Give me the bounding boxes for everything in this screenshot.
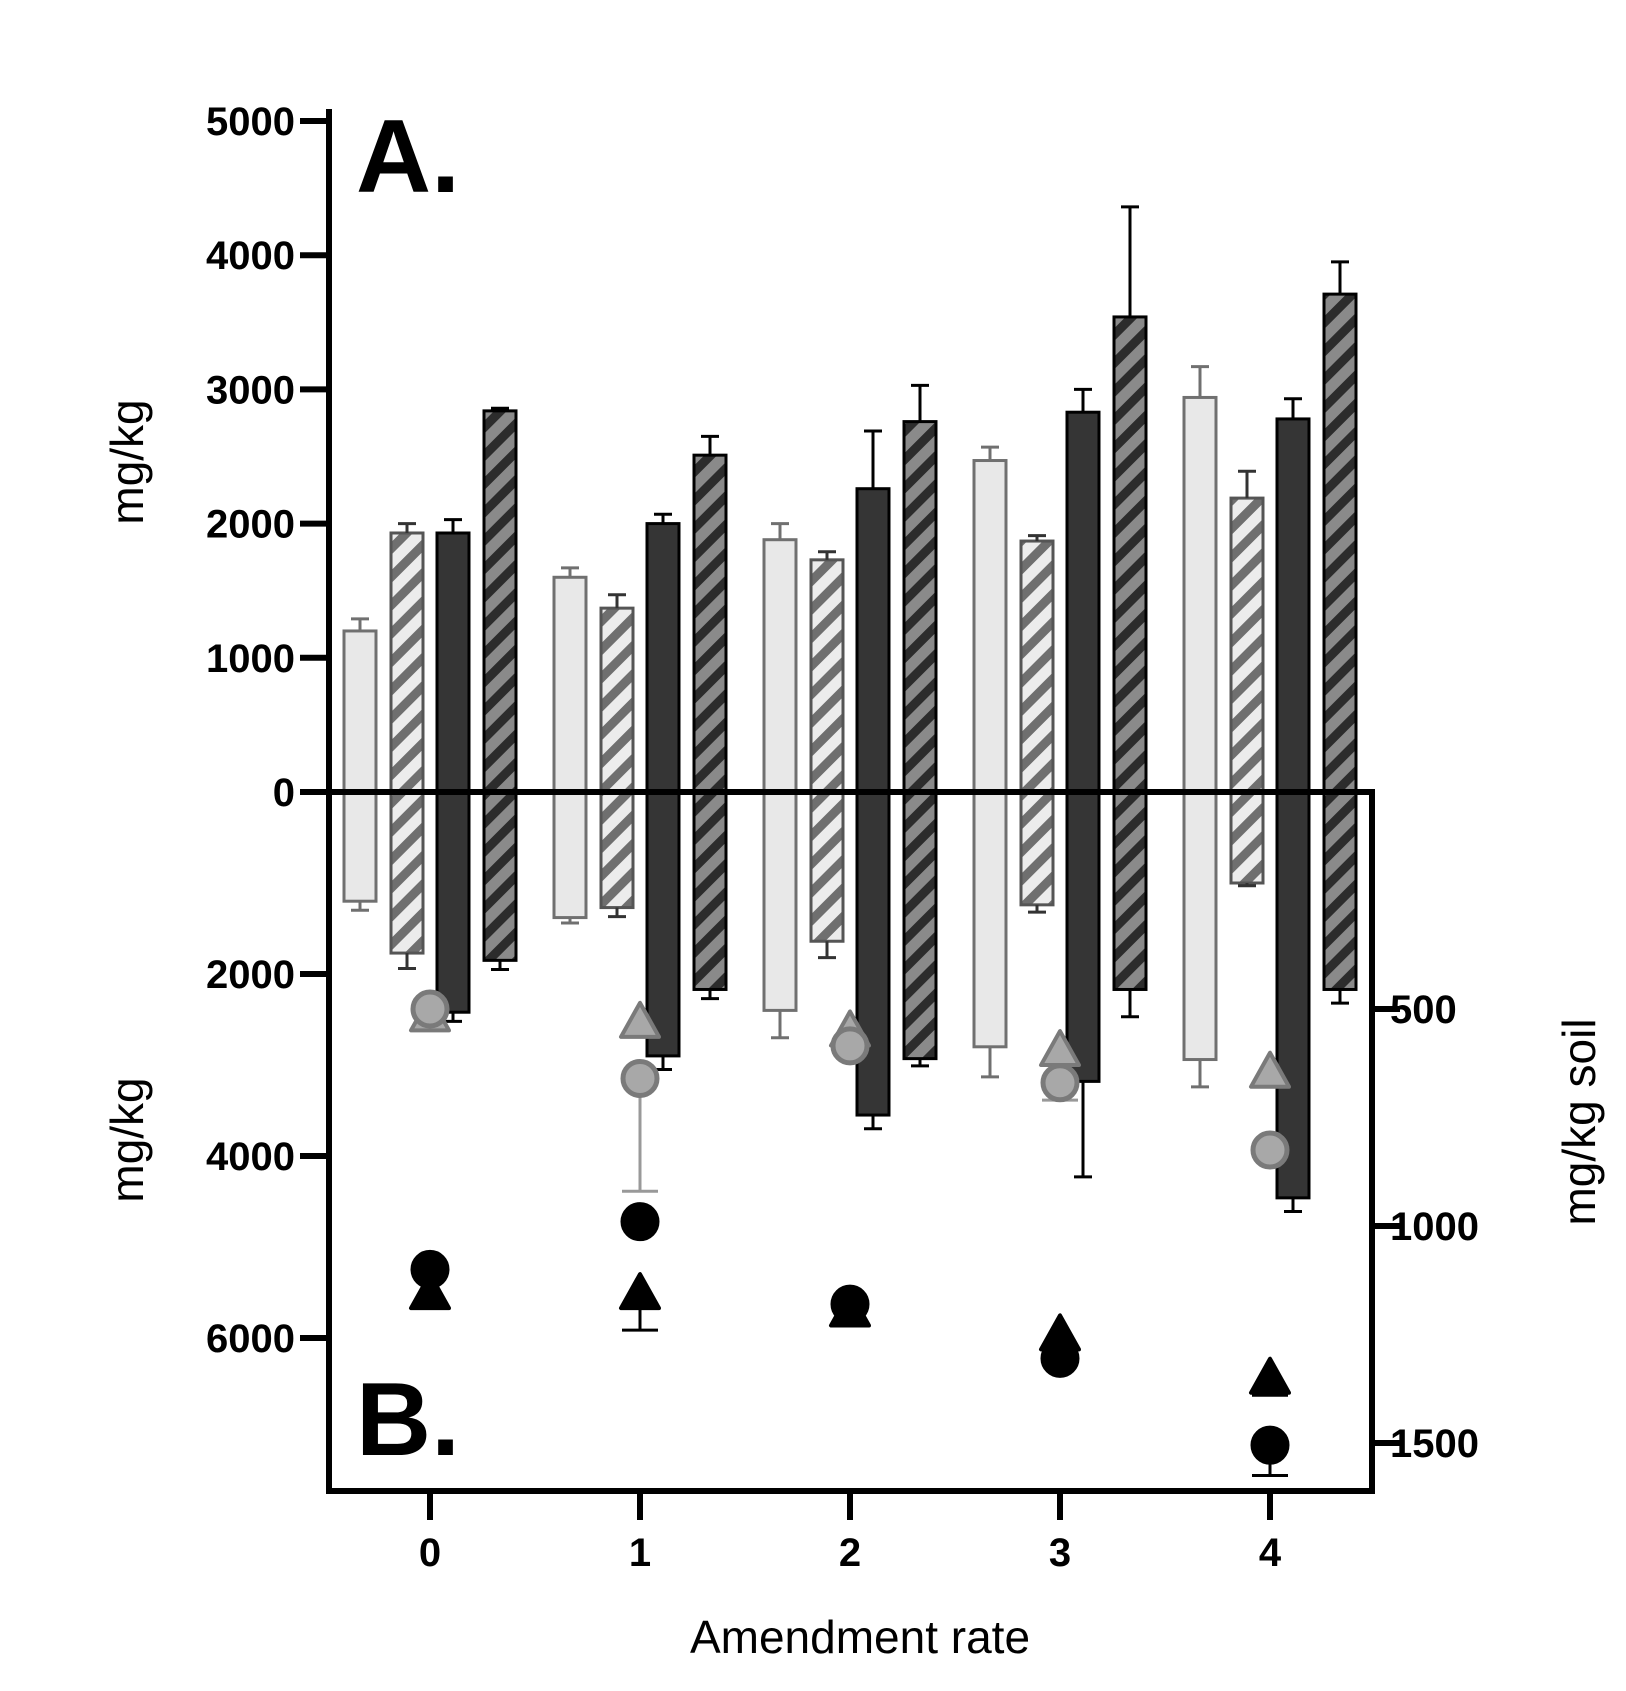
point-black-circle-rate-2 (830, 1284, 870, 1324)
top-bar-series-3-rate-1 (645, 522, 681, 794)
point-black-circle-rate-1 (620, 1202, 660, 1242)
top-bar-series-4-rate-1 (692, 453, 728, 794)
y-tick-label-bottom-4000: 4000 (206, 1135, 295, 1179)
top-bar-series-1-rate-3 (972, 459, 1008, 794)
y-tick-label-top-5000: 5000 (206, 100, 295, 144)
top-bar-series-1-rate-1 (552, 575, 588, 794)
y-tick-label-top-3000: 3000 (206, 368, 295, 412)
x-tick-label-0: 0 (419, 1531, 441, 1575)
bottom-bar-series-2-rate-4 (1229, 790, 1265, 885)
top-bar-series-2-rate-4 (1229, 496, 1265, 794)
bottom-bar-series-3-rate-3 (1065, 790, 1101, 1083)
bottom-bar-series-1-rate-4 (1182, 790, 1218, 1062)
bottom-bar-series-3-rate-4 (1275, 790, 1311, 1200)
ticks-layer: 0 1000 2000 3000 4000 5000 2000 4000 6000 500 1000… (206, 100, 1479, 1575)
panel-label-a: A. (356, 99, 460, 215)
top-bar-series-2-rate-0 (389, 531, 425, 794)
top-bar-series-4-rate-4 (1322, 292, 1358, 794)
y-tick-label-top-2000: 2000 (206, 503, 295, 547)
point-black-triangle-rate-0 (409, 1272, 451, 1311)
x-tick-label-4: 4 (1259, 1531, 1282, 1575)
point-black-circle-rate-3 (1040, 1338, 1080, 1378)
y-tick-label-top-4000: 4000 (206, 234, 295, 278)
top-bar-series-4-rate-0 (482, 409, 518, 794)
bottom-bar-series-4-rate-2 (902, 790, 938, 1061)
y-tick-label-bottom-6000: 6000 (206, 1317, 295, 1361)
point-grey-triangle-rate-1 (619, 1000, 661, 1039)
point-grey-circle-rate-2 (830, 1026, 870, 1066)
bottom-bar-series-2-rate-3 (1019, 790, 1055, 907)
top-bar-series-4-rate-3 (1112, 315, 1148, 794)
top-bar-series-3-rate-0 (435, 531, 471, 794)
top-bar-series-2-rate-3 (1019, 539, 1055, 794)
top-bar-series-4-rate-2 (902, 420, 938, 794)
panel-label-b: B. (356, 1362, 460, 1478)
point-black-circle-rate-4 (1250, 1425, 1290, 1465)
point-grey-circle-rate-1 (620, 1058, 660, 1098)
point-grey-circle-rate-3 (1040, 1063, 1080, 1103)
x-axis-title: Amendment rate (690, 1611, 1030, 1663)
y-tick-label-top-1000: 1000 (206, 637, 295, 681)
x-tick-label-1: 1 (629, 1531, 651, 1575)
y-tick-label-right-500: 500 (1390, 988, 1457, 1032)
bottom-bar-series-1-rate-1 (552, 790, 588, 920)
y-axis-title-bottom: mg/kg (101, 1077, 153, 1202)
point-grey-circle-rate-0 (410, 989, 450, 1029)
point-grey-triangle-rate-4 (1249, 1050, 1291, 1089)
point-black-triangle-rate-1 (619, 1272, 661, 1311)
top-bar-series-1-rate-4 (1182, 395, 1218, 794)
top-bar-series-3-rate-3 (1065, 410, 1101, 794)
bottom-bar-series-4-rate-3 (1112, 790, 1148, 991)
x-tick-label-3: 3 (1049, 1531, 1071, 1575)
y-tick-label-bottom-2000: 2000 (206, 953, 295, 997)
bottom-bar-series-2-rate-1 (599, 790, 635, 910)
top-bar-series-3-rate-2 (855, 487, 891, 794)
bottom-bar-series-3-rate-0 (435, 790, 471, 1014)
bottom-bar-series-2-rate-2 (809, 790, 845, 943)
points-layer (409, 989, 1291, 1478)
x-tick-label-2: 2 (839, 1531, 861, 1575)
top-bar-series-1-rate-2 (762, 538, 798, 794)
bottom-bar-series-1-rate-0 (342, 790, 378, 903)
point-black-triangle-rate-4 (1249, 1356, 1291, 1395)
point-black-circle-rate-0 (410, 1249, 450, 1289)
y-axis-title-top: mg/kg (101, 399, 153, 524)
bottom-bar-series-3-rate-1 (645, 790, 681, 1058)
bottom-bar-series-1-rate-3 (972, 790, 1008, 1049)
y-axis-title-right: mg/kg soil (1553, 1018, 1605, 1225)
point-grey-circle-rate-4 (1250, 1130, 1290, 1170)
y-tick-label-right-1500: 1500 (1390, 1422, 1479, 1466)
bars-layer (342, 205, 1358, 1214)
y-tick-label-top-0: 0 (273, 771, 295, 815)
bottom-bar-series-2-rate-0 (389, 790, 425, 955)
top-bar-series-1-rate-0 (342, 629, 378, 794)
bottom-bar-series-4-rate-4 (1322, 790, 1358, 991)
top-bar-series-3-rate-4 (1275, 417, 1311, 794)
bottom-bar-series-1-rate-2 (762, 790, 798, 1012)
bottom-bar-series-3-rate-2 (855, 790, 891, 1117)
bottom-bar-series-4-rate-0 (482, 790, 518, 962)
top-bar-series-2-rate-1 (599, 606, 635, 794)
bottom-bar-series-4-rate-1 (692, 790, 728, 991)
y-tick-label-right-1000: 1000 (1390, 1205, 1479, 1249)
top-bar-series-2-rate-2 (809, 558, 845, 794)
